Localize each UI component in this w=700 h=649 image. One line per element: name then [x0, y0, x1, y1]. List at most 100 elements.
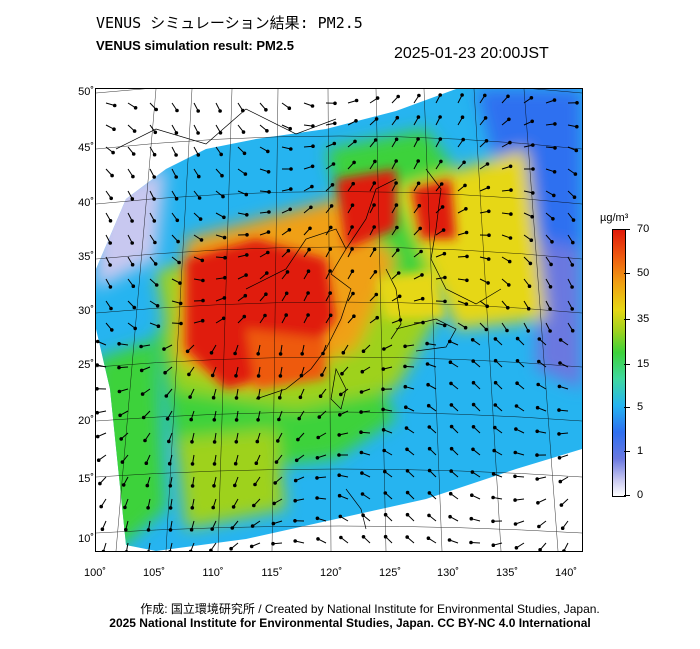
wind-arrow-head: [317, 415, 322, 419]
wind-arrow-head: [427, 491, 432, 495]
wind-arrow-head: [353, 139, 357, 144]
wind-arrow-head: [460, 93, 464, 97]
wind-arrow-head: [403, 384, 408, 389]
wind-arrow-head: [121, 483, 126, 487]
wind-arrow-head: [256, 418, 260, 422]
wind-arrow-head: [328, 313, 333, 318]
wind-arrow-head: [190, 506, 195, 510]
wind-arrow-head: [536, 382, 541, 387]
wind-arrow-head: [211, 505, 215, 510]
wind-arrow-head: [559, 503, 564, 507]
wind-arrow-head: [538, 548, 542, 551]
wind-arrow-head: [507, 117, 511, 122]
wind-arrow-head: [96, 410, 99, 415]
wind-arrow-head: [338, 413, 342, 417]
wind-arrow-head: [395, 225, 399, 230]
wind-arrow-head: [96, 458, 101, 463]
wind-arrow-head: [152, 197, 156, 201]
wind-arrow-head: [329, 204, 334, 208]
colorbar-label-1: 1: [637, 445, 644, 457]
colorbar-label-0: 0: [637, 489, 644, 501]
wind-arrow-head: [506, 94, 510, 99]
wind-arrow-head: [537, 524, 541, 529]
wind-arrow-head: [196, 109, 200, 113]
wind-arrow-head: [245, 213, 249, 217]
wind-arrow-head: [311, 124, 315, 128]
wind-arrow-head: [470, 470, 475, 474]
wind-arrow-head: [354, 98, 359, 103]
wind-arrow-head: [382, 347, 386, 351]
wind-arrow-head: [152, 219, 157, 223]
wind-arrow-head: [354, 119, 358, 123]
wind-arrow-head: [212, 462, 217, 466]
wind-arrow-head: [299, 373, 304, 378]
wind-arrow-head: [487, 209, 491, 214]
wind-arrow-head: [286, 248, 291, 253]
copyright-line: 2025 National Institute for Environmenta…: [109, 616, 591, 630]
wind-arrow-head: [249, 544, 254, 549]
wind-arrow-head: [441, 228, 446, 232]
wind-arrow-head: [315, 516, 320, 521]
wind-arrow-head: [350, 203, 355, 207]
wind-arrow-head: [243, 172, 248, 176]
wind-arrow-head: [316, 537, 320, 541]
wind-arrow-head: [234, 418, 239, 422]
wind-arrow-head: [108, 285, 113, 289]
wind-arrow-head: [242, 151, 247, 156]
wind-arrow-head: [486, 257, 491, 261]
wind-arrow-head: [241, 108, 245, 113]
wind-arrow-head: [427, 425, 432, 429]
wind-arrow-head: [381, 407, 385, 412]
wind-arrow-head: [153, 262, 158, 266]
wind-arrow-head: [552, 170, 557, 174]
wind-arrow-head: [374, 117, 379, 121]
wind-arrow-head: [374, 292, 379, 297]
wind-arrow-head: [491, 519, 495, 524]
wind-arrow-head: [425, 341, 429, 346]
wind-arrow-head: [190, 484, 195, 488]
wind-arrow-head: [108, 219, 113, 223]
wind-arrow-head: [558, 338, 563, 342]
wind-arrow-head: [514, 546, 519, 550]
wind-arrow-head: [537, 337, 542, 341]
wind-arrow-head: [273, 481, 277, 485]
wind-arrow-head: [553, 122, 557, 126]
wind-arrow-head: [508, 164, 513, 169]
lat-label-45: 45˚: [78, 142, 94, 154]
pm25-map: [95, 88, 583, 552]
wind-arrow-head: [117, 365, 121, 370]
wind-arrow-head: [360, 471, 364, 475]
wind-arrow-head: [131, 152, 136, 156]
wind-arrow-head: [420, 296, 425, 301]
wind-arrow-head: [244, 273, 248, 277]
colorbar-tick: [624, 451, 630, 452]
lat-label-25: 25˚: [78, 359, 94, 371]
wind-arrow-head: [124, 527, 128, 532]
wind-arrow-head: [372, 181, 377, 185]
wind-arrow-head: [209, 351, 214, 355]
wind-arrow-head: [152, 175, 157, 179]
wind-arrow-head: [132, 129, 137, 133]
wind-arrow-head: [175, 108, 179, 113]
wind-arrow-head: [271, 541, 275, 546]
wind-arrow-head: [130, 197, 135, 201]
wind-arrow-head: [570, 328, 575, 333]
wind-arrow-head: [230, 526, 235, 530]
wind-arrow-head: [404, 426, 409, 430]
lat-label-20: 20˚: [78, 415, 94, 427]
wind-arrow-head: [256, 352, 260, 356]
wind-arrow-head: [198, 217, 203, 221]
wind-arrow-head: [132, 305, 137, 310]
wind-arrow-head: [293, 519, 297, 523]
colorbar-label-50: 50: [637, 267, 650, 279]
wind-arrow-head: [375, 315, 380, 320]
wind-arrow-head: [223, 255, 227, 260]
wind-arrow-head: [133, 106, 138, 110]
wind-arrow-head: [359, 450, 364, 455]
wind-arrow-head: [493, 380, 498, 385]
wind-arrow-head: [350, 269, 355, 273]
wind-arrow-head: [267, 190, 271, 194]
wind-arrow-head: [267, 210, 271, 214]
wind-arrow-head: [463, 183, 467, 188]
wind-arrow-head: [405, 447, 409, 452]
